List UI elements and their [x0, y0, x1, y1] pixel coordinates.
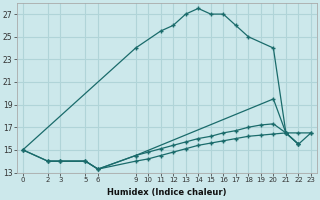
- X-axis label: Humidex (Indice chaleur): Humidex (Indice chaleur): [107, 188, 227, 197]
